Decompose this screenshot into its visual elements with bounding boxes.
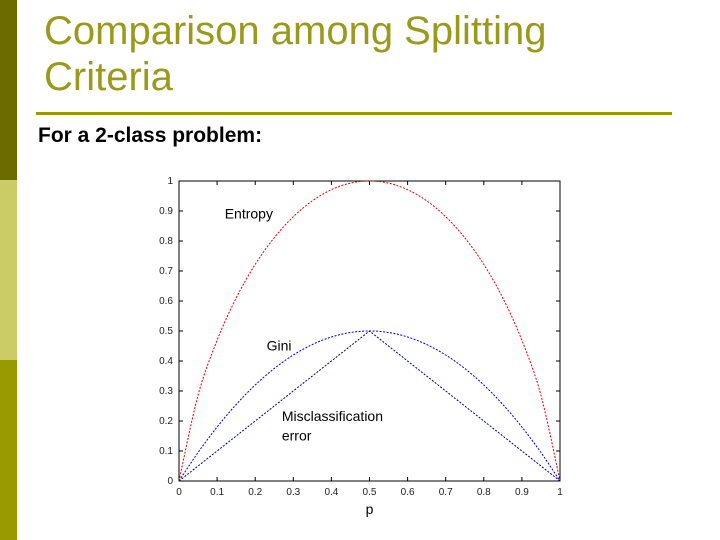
x-tick-label: 0.9 xyxy=(515,487,529,498)
title-divider xyxy=(36,112,672,115)
y-tick-label: 0.1 xyxy=(159,446,173,457)
x-tick-label: 0.8 xyxy=(477,487,491,498)
x-tick-label: 0.7 xyxy=(439,487,453,498)
curve-annotation: Entropy xyxy=(225,206,273,222)
series-line-0 xyxy=(178,180,561,482)
y-tick-label: 0.3 xyxy=(159,386,173,397)
sidebar-accent-bottom xyxy=(0,360,17,540)
x-tick-label: 0 xyxy=(176,487,182,498)
splitting-criteria-chart: 0 0.1 0.2 0.3 0.4 0.5 0.6 0.7 0.8 0.9 1 0 0.1 0.2 0.3 0… xyxy=(159,176,563,517)
x-tick-label: 0.1 xyxy=(210,487,224,498)
x-tick-label: 0.6 xyxy=(401,487,415,498)
y-tick-label: 0.6 xyxy=(159,296,173,307)
x-tick-label: 0.3 xyxy=(286,487,300,498)
axis-ticks: 0 0.1 0.2 0.3 0.4 0.5 0.6 0.7 0.8 0.9 1 0 0.1 0.2 0.3 0… xyxy=(159,176,563,498)
y-tick-label: 0.5 xyxy=(159,326,173,337)
y-tick-label: 0.7 xyxy=(159,266,173,277)
slide-subtitle: For a 2-class problem: xyxy=(38,124,263,147)
sidebar-accent-top xyxy=(0,0,17,180)
x-tick-label: 0.4 xyxy=(324,487,338,498)
annotation-group: Entropy Gini Misclassification error xyxy=(225,206,383,444)
y-tick-label: 0.2 xyxy=(159,416,173,427)
y-tick-label: 0.9 xyxy=(159,206,173,217)
curve-annotation: error xyxy=(282,428,312,444)
x-axis-label: p xyxy=(366,501,374,517)
series-line-2 xyxy=(178,330,561,482)
y-tick-label: 0 xyxy=(167,476,173,487)
y-tick-label: 1 xyxy=(167,176,173,187)
curve-annotation: Gini xyxy=(267,338,292,354)
y-tick-label: 0.4 xyxy=(159,356,173,367)
series-group xyxy=(178,180,561,482)
y-tick-label: 0.8 xyxy=(159,236,173,247)
curve-annotation: Misclassification xyxy=(282,408,383,424)
x-tick-label: 1 xyxy=(557,487,563,498)
slide-title: Comparison among Splitting Criteria xyxy=(44,9,547,99)
sidebar-accent-middle xyxy=(0,180,17,360)
x-tick-label: 0.2 xyxy=(248,487,262,498)
x-tick-label: 0.5 xyxy=(363,487,377,498)
series-line-1 xyxy=(178,330,561,482)
